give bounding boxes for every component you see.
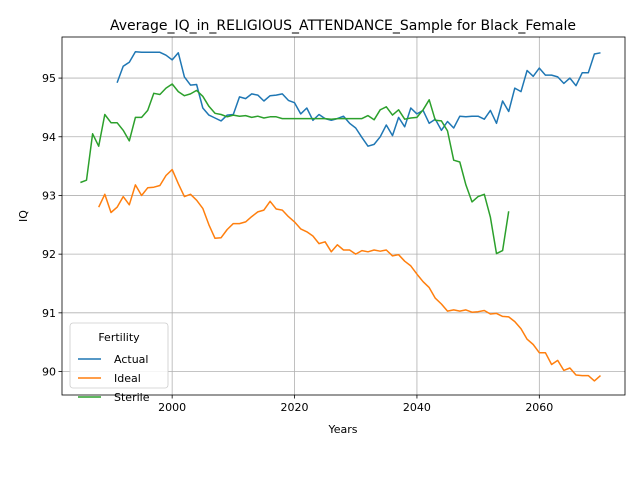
legend-label-sterile: Sterile xyxy=(114,391,150,404)
series-line-sterile xyxy=(80,83,510,255)
y-tick-label: 91 xyxy=(42,307,56,320)
series-line-ideal xyxy=(98,168,601,382)
legend-items: Actual Ideal Sterile xyxy=(78,353,150,404)
legend-label-actual: Actual xyxy=(114,353,148,366)
y-tick-label: 95 xyxy=(42,72,56,85)
y-tick-label: 92 xyxy=(42,248,56,261)
legend: Fertility Actual Ideal Sterile xyxy=(69,322,169,404)
legend-box xyxy=(69,322,169,389)
y-tick-label: 93 xyxy=(42,189,56,202)
x-axis-ticks: 2000 2020 2040 2060 xyxy=(158,395,553,414)
x-axis-label: Years xyxy=(327,423,357,436)
series-line-actual xyxy=(116,50,601,147)
y-axis-label: IQ xyxy=(17,210,30,222)
legend-title: Fertility xyxy=(98,331,140,344)
series-lines xyxy=(80,50,601,382)
y-tick-label: 90 xyxy=(42,366,56,379)
x-tick-label: 2000 xyxy=(158,401,186,414)
plot-frame xyxy=(61,36,626,396)
y-tick-label: 94 xyxy=(42,131,56,144)
x-tick-label: 2060 xyxy=(525,401,553,414)
chart-title: Average_IQ_in_RELIGIOUS_ATTENDANCE_Sampl… xyxy=(110,18,576,34)
y-axis-ticks: 90 91 92 93 94 95 xyxy=(42,72,62,379)
legend-label-ideal: Ideal xyxy=(114,372,141,385)
x-tick-label: 2020 xyxy=(281,401,309,414)
x-tick-label: 2040 xyxy=(403,401,431,414)
